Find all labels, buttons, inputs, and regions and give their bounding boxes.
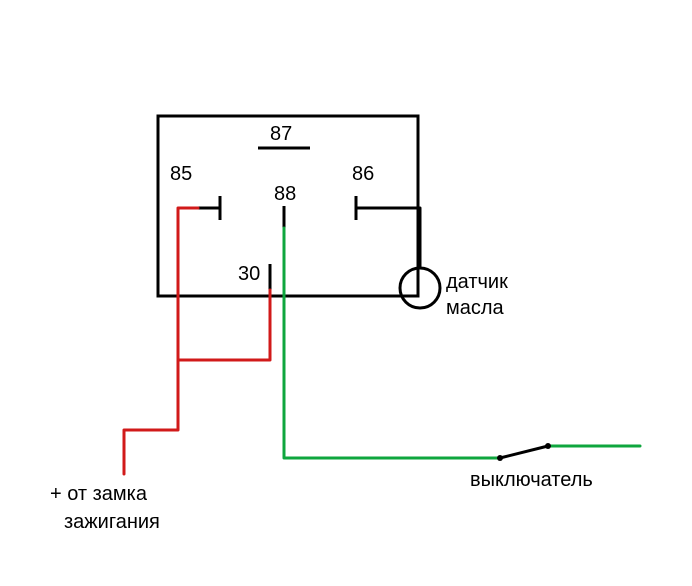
- pin-30-label: 30: [238, 263, 260, 285]
- wire-86-to-sensor: [378, 208, 420, 268]
- ignition-label-1: + от замка: [50, 483, 148, 505]
- oil-sensor-label-1: датчик: [446, 271, 508, 293]
- switch-node-right: [545, 443, 551, 449]
- pin-88-label: 88: [274, 183, 296, 205]
- switch-label: выключатель: [470, 469, 593, 491]
- pin-87-label: 87: [270, 123, 292, 145]
- ignition-label-2: зажигания: [64, 511, 160, 533]
- switch-blade: [500, 446, 548, 458]
- relay-wiring-diagram: 87 85 86 88 30 датчик масла + от замка з…: [0, 0, 692, 586]
- wire-30-ignition: [178, 290, 270, 360]
- oil-sensor-label-2: масла: [446, 297, 505, 319]
- wire-88-to-switch: [284, 228, 500, 458]
- pin-86-label: 86: [352, 163, 374, 185]
- pin-85-label: 85: [170, 163, 192, 185]
- oil-sensor-icon: [400, 268, 440, 308]
- wire-85-ignition: [124, 208, 198, 474]
- switch-node-left: [497, 455, 503, 461]
